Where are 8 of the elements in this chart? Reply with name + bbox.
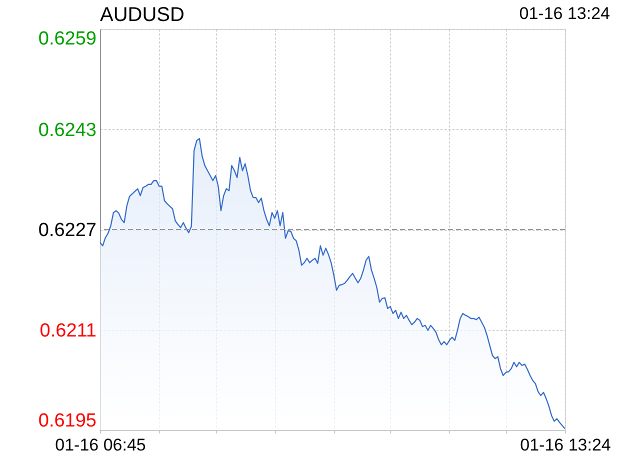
y-tick-label: 0.6195 — [38, 410, 96, 432]
chart-title: AUDUSD — [100, 4, 184, 26]
y-tick-label: 0.6259 — [38, 28, 96, 50]
chart-subtitle: 01-16 13:24 — [519, 4, 610, 23]
y-tick-label: 0.6243 — [38, 120, 96, 141]
y-tick-label: 0.6227 — [38, 220, 96, 241]
x-tick-label: 01-16 06:45 — [55, 436, 146, 454]
y-tick-label: 0.6211 — [40, 320, 96, 342]
